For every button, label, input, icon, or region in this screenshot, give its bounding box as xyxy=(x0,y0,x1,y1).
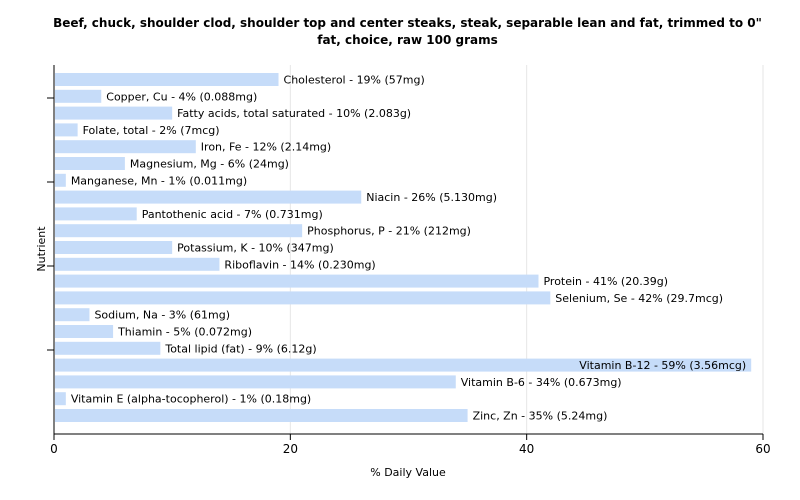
bar-label: Cholesterol - 19% (57mg) xyxy=(284,74,425,87)
bar xyxy=(55,173,66,187)
bar-label: Niacin - 26% (5.130mg) xyxy=(366,191,497,204)
bar xyxy=(55,140,196,154)
bar-label: Iron, Fe - 12% (2.14mg) xyxy=(201,141,331,154)
x-tick-label: 60 xyxy=(755,442,770,456)
bar-label: Pantothenic acid - 7% (0.731mg) xyxy=(142,208,323,221)
bar xyxy=(55,207,137,221)
x-tick-label: 40 xyxy=(519,442,534,456)
bar-label: Sodium, Na - 3% (61mg) xyxy=(94,309,230,322)
x-tick-label: 20 xyxy=(283,442,298,456)
bar xyxy=(55,257,220,271)
bar-label: Potassium, K - 10% (347mg) xyxy=(177,242,334,255)
bar xyxy=(55,274,539,288)
bar xyxy=(55,358,752,372)
bar-label: Riboflavin - 14% (0.230mg) xyxy=(224,258,375,271)
bar-label: Zinc, Zn - 35% (5.24mg) xyxy=(473,410,608,423)
bar xyxy=(55,123,78,137)
x-tick-label: 0 xyxy=(50,442,58,456)
bar xyxy=(55,106,173,120)
bar xyxy=(55,341,161,355)
chart-title: Beef, chuck, shoulder clod, shoulder top… xyxy=(53,16,762,47)
bar xyxy=(55,73,279,86)
bar-labels: Cholesterol - 19% (57mg) Copper, Cu - 4% … xyxy=(71,74,746,423)
bar-label: Manganese, Mn - 1% (0.011mg) xyxy=(71,174,247,187)
axes xyxy=(47,65,763,435)
bar-label: Folate, total - 2% (7mcg) xyxy=(83,124,220,137)
bar-label: Vitamin B-12 - 59% (3.56mcg) xyxy=(579,359,746,372)
bar-label: Phosphorus, P - 21% (212mg) xyxy=(307,225,471,238)
bar xyxy=(55,375,456,389)
bar-label: Selenium, Se - 42% (29.7mcg) xyxy=(555,292,723,305)
y-axis-title: Nutrient xyxy=(35,226,48,272)
bar-label: Thiamin - 5% (0.072mg) xyxy=(117,326,252,339)
bar-label: Copper, Cu - 4% (0.088mg) xyxy=(106,90,257,103)
bar xyxy=(55,325,114,338)
x-axis-title: % Daily Value xyxy=(370,466,446,479)
bar xyxy=(55,224,303,238)
bar xyxy=(55,409,468,422)
bar xyxy=(55,392,66,406)
grid-lines xyxy=(289,65,764,434)
bar-label: Protein - 41% (20.39g) xyxy=(543,275,668,288)
bar xyxy=(55,241,173,254)
bar xyxy=(55,157,125,170)
bar xyxy=(55,308,90,322)
bar-label: Vitamin E (alpha-tocopherol) - 1% (0.18m… xyxy=(71,393,311,406)
bar-label: Vitamin B-6 - 34% (0.673mg) xyxy=(461,376,622,389)
bar xyxy=(55,291,551,305)
bar-label: Total lipid (fat) - 9% (6.12g) xyxy=(164,342,316,355)
bars xyxy=(55,73,752,422)
bar xyxy=(55,190,362,204)
bar-label: Fatty acids, total saturated - 10% (2.08… xyxy=(177,107,411,120)
x-tick-labels: 0 20 40 60 xyxy=(50,434,771,456)
bar-label: Magnesium, Mg - 6% (24mg) xyxy=(130,158,289,171)
bar xyxy=(55,89,102,103)
